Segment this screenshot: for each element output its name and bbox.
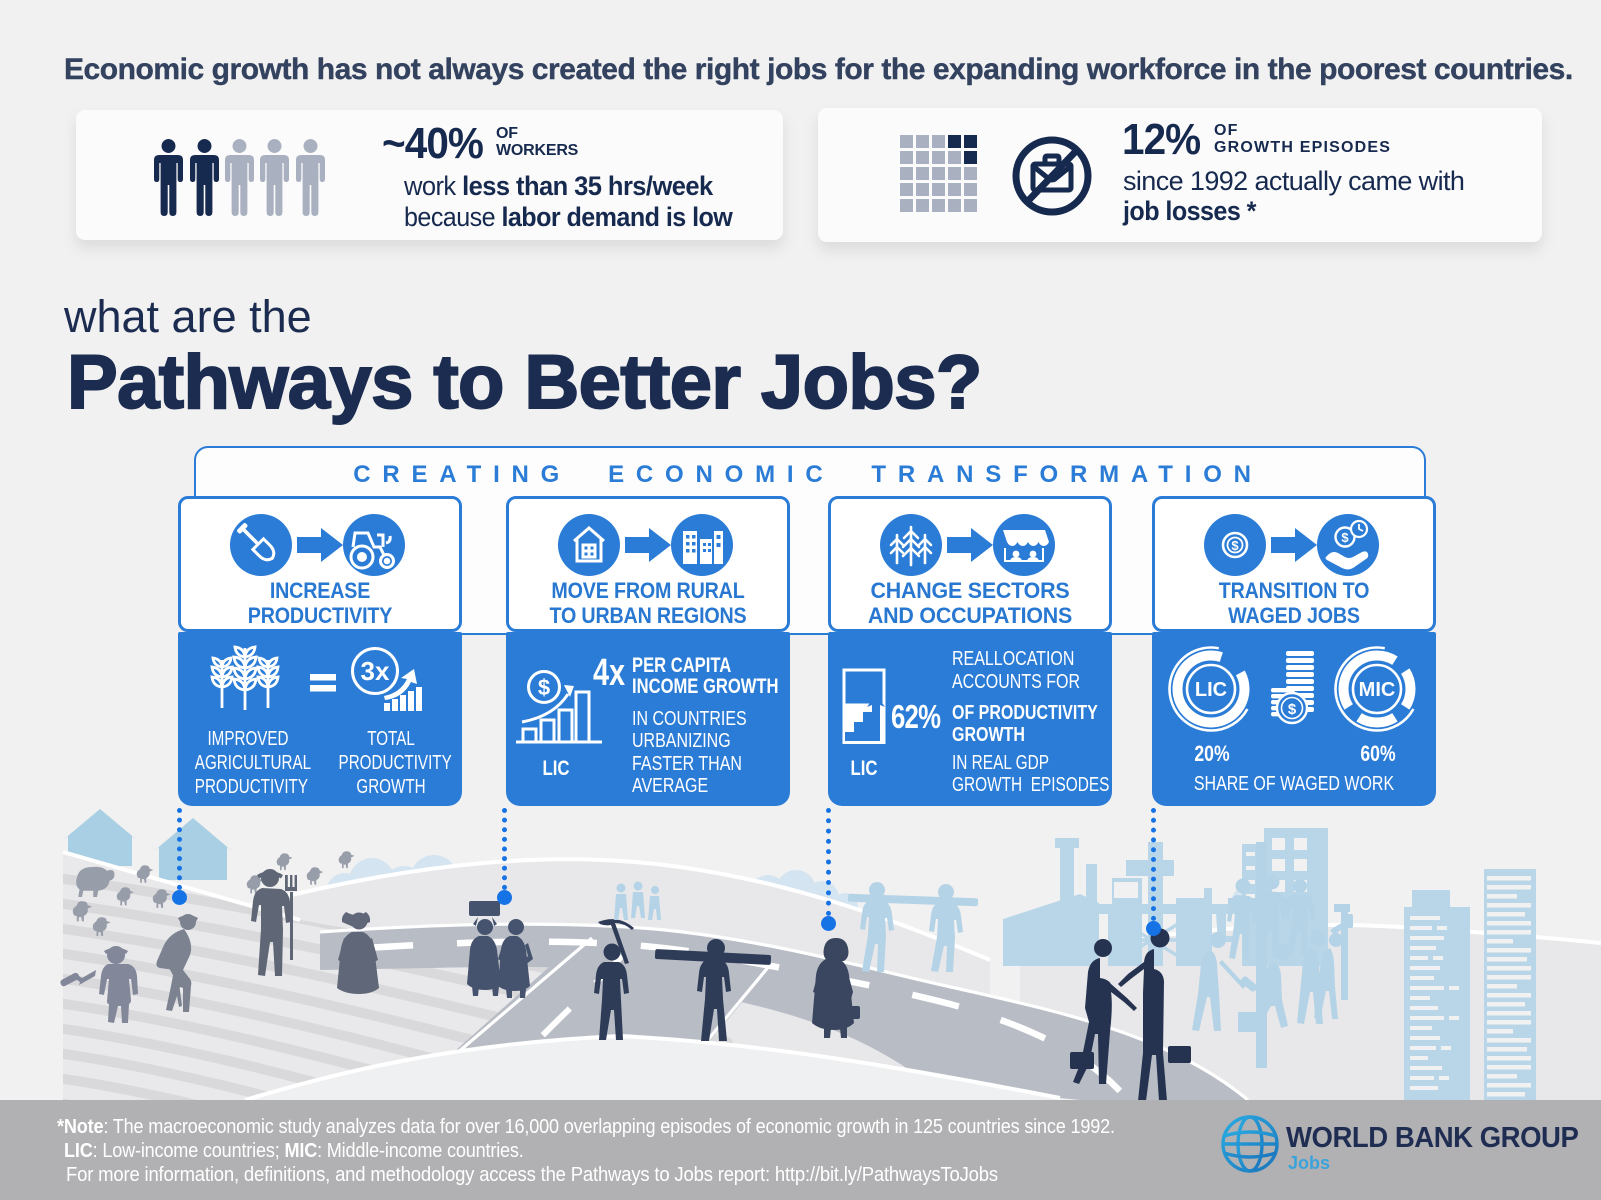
svg-text:3x: 3x [361,656,390,686]
svg-text:$: $ [1341,530,1349,545]
svg-text:LIC: LIC [1195,679,1227,701]
svg-text:MIC: MIC [1359,679,1396,701]
svg-text:$: $ [538,675,550,700]
svg-text:$: $ [1288,701,1297,718]
svg-text:$: $ [1231,538,1239,553]
